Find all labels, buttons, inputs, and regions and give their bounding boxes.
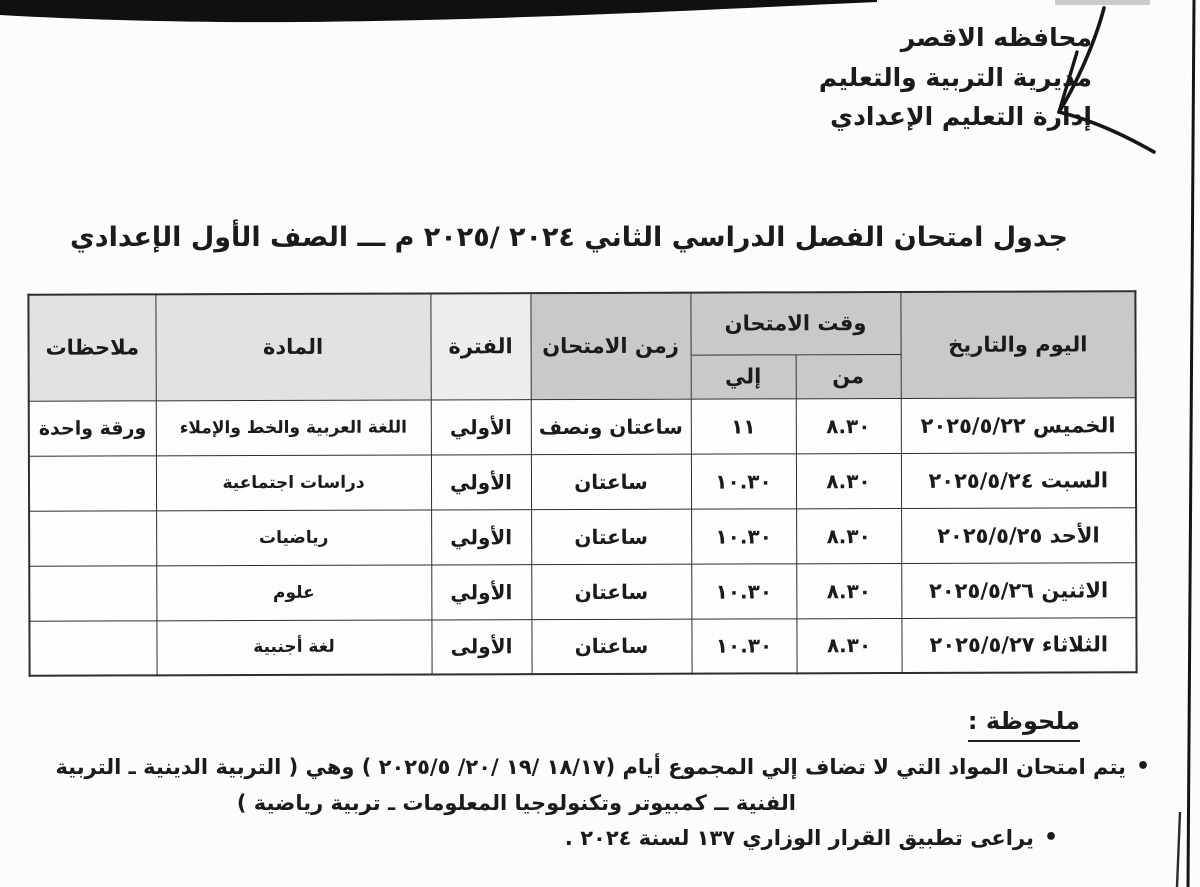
time-from-cell: ٨.٣٠ [795,452,902,509]
subject-cell: علوم [156,564,432,621]
day-date-cell: السبت ٢٠٢٥/٥/٢٤ [900,452,1137,508]
table-row-saturday: السبت ٢٠٢٥/٥/٢٤ ٨.٣٠ ١٠.٣٠ ساعتان الأولي… [28,452,1137,511]
note-line: الفنية ــ كمبيوتر وتكنولوجيا المعلومات ـ… [236,791,796,815]
col-header-time-from: من [795,353,901,399]
letterhead: محافظه الاقصر مديرية التربية والتعليم إد… [792,18,1092,137]
bullet-icon: • [1135,754,1150,779]
page-title: جدول امتحان الفصل الدراسي الثاني ٢٠٢٤ /٢… [70,222,1069,253]
col-header-day-date: اليوم والتاريخ [900,291,1136,398]
period-cell: الأولي [430,454,532,510]
notes-cell [29,565,157,621]
notes-cell: ورقة واحدة [28,400,156,456]
note-bullet-ministerial-decree: • يراعى تطبيق القرار الوزاري ١٣٧ لسنة ٢٠… [565,820,1058,856]
period-cell: الأولي [430,399,531,455]
col-header-exam-time: وقت الامتحان [690,291,901,355]
time-from-cell: ٨.٣٠ [796,507,902,564]
subject-cell: رياضيات [156,509,432,566]
col-header-duration: زمن الامتحان [530,292,691,400]
period-cell: الأولي [431,509,532,565]
duration-cell: ساعتان [531,508,692,565]
subject-cell: دراسات اجتماعية [155,454,432,511]
table-row-monday: الاثنين ٢٠٢٥/٥/٢٦ ٨.٣٠ ١٠.٣٠ ساعتان الأو… [29,562,1137,621]
time-from-cell: ٨.٣٠ [796,617,902,674]
col-header-notes: ملاحظات [28,294,156,401]
subject-cell: اللغة العربية والخط والإملاء [155,399,431,456]
table-row-sunday: الأحد ٢٠٢٥/٥/٢٥ ٨.٣٠ ١٠.٣٠ ساعتان الأولي… [29,507,1137,566]
day-date-cell: الاثنين ٢٠٢٥/٥/٢٦ [901,562,1137,618]
period-cell: الأولي [431,564,532,620]
note-bullet-text: يتم امتحان المواد التي لا تضاف إلي المجم… [55,749,1126,821]
notes-cell [29,510,157,566]
note-bullet-text: يراعى تطبيق القرار الوزاري ١٣٧ لسنة ٢٠٢٤… [565,820,1034,856]
time-to-cell: ١٠.٣٠ [691,618,797,674]
table-row-tuesday: الثلاثاء ٢٠٢٥/٥/٢٧ ٨.٣٠ ١٠.٣٠ ساعتان الأ… [29,617,1137,676]
period-cell: الأولى [431,619,532,675]
note-line: يراعى تطبيق القرار الوزاري ١٣٧ لسنة ٢٠٢٤… [564,826,1034,850]
time-to-cell: ١٠.٣٠ [690,453,797,509]
letterhead-line-governorate: محافظه الاقصر [900,23,1092,52]
note-bullet-exempt-subjects: • يتم امتحان المواد التي لا تضاف إلي الم… [50,749,1150,821]
notes-cell [29,620,157,676]
time-to-cell: ١٠.٣٠ [691,508,797,564]
day-date-cell: الخميس ٢٠٢٥/٥/٢٢ [900,397,1136,453]
subject-cell: لغة أجنبية [156,619,432,676]
exam-schedule-table: اليوم والتاريخ وقت الامتحان زمن الامتحان… [27,290,1138,677]
day-date-cell: الثلاثاء ٢٠٢٥/٥/٢٧ [901,617,1137,673]
letterhead-line-directorate: مديرية التربية والتعليم [818,62,1092,92]
time-from-cell: ٨.٣٠ [795,397,901,454]
col-header-subject: المادة [155,293,431,401]
duration-cell: ساعتان ونصف [530,398,691,455]
bullet-icon: • [1043,825,1058,850]
day-date-cell: الأحد ٢٠٢٥/٥/٢٥ [901,507,1137,563]
col-header-time-to: إلي [690,354,796,399]
letterhead-line-administration: إدارة التعليم الإعدادي [830,102,1092,131]
notes-cell [28,455,157,511]
duration-cell: ساعتان [531,618,692,675]
time-to-cell: ١٠.٣٠ [691,563,797,619]
note-line: يتم امتحان المواد التي لا تضاف إلي المجم… [55,755,1126,779]
duration-cell: ساعتان [531,563,692,620]
table-row-thursday: الخميس ٢٠٢٥/٥/٢٢ ٨.٣٠ ١١ ساعتان ونصف الأ… [28,397,1136,456]
duration-cell: ساعتان [530,453,692,510]
time-from-cell: ٨.٣٠ [796,562,902,619]
notes-heading: ملحوظة : [967,707,1080,742]
time-to-cell: ١١ [690,398,796,454]
col-header-period: الفترة [430,293,531,400]
